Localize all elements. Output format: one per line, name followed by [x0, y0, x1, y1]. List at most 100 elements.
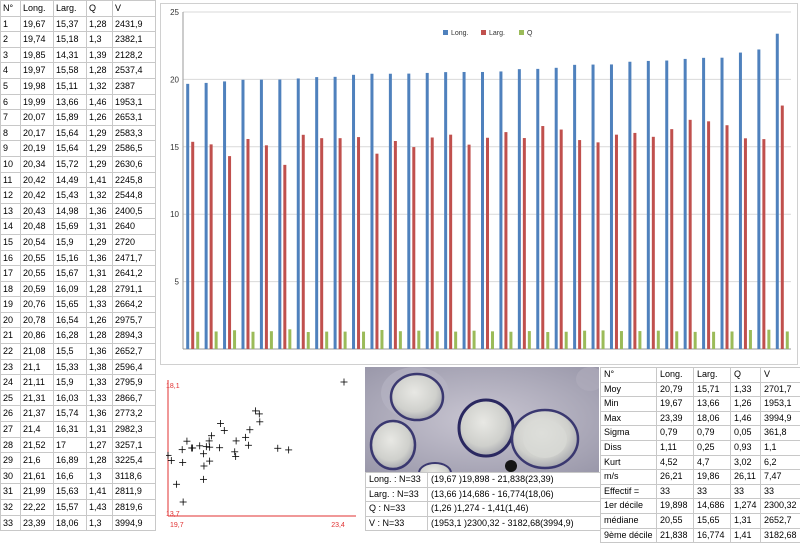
stats-cell: 33	[694, 484, 731, 499]
bar-q	[454, 332, 457, 349]
bar-long	[315, 77, 318, 349]
bar-long	[278, 80, 281, 349]
scatter-point	[232, 453, 239, 460]
measurements-cell: 1,29	[87, 141, 113, 157]
measurements-cell: 2583,3	[113, 125, 156, 141]
bar-long	[426, 73, 429, 349]
measurements-cell: 21,52	[21, 437, 54, 453]
measurements-cell: 16,54	[54, 312, 87, 328]
bar-long	[352, 75, 355, 349]
measurements-cell: 15,69	[54, 219, 87, 235]
scatter-point	[217, 420, 224, 427]
ranges-cell: Larg. : N=33	[366, 487, 428, 502]
measurements-cell: 20,19	[21, 141, 54, 157]
stats-cell: N°	[601, 368, 657, 383]
bar-long	[536, 69, 539, 349]
measurements-cell: 10	[1, 156, 21, 172]
measurements-cell: 15,64	[54, 141, 87, 157]
measurements-cell: 15,37	[54, 16, 87, 32]
measurements-cell: 2586,5	[113, 141, 156, 157]
scatter-point	[233, 437, 240, 444]
stats-cell: 0,93	[731, 440, 761, 455]
legend-swatch	[481, 30, 486, 35]
measurements-cell: 21,08	[21, 344, 54, 360]
measurements-cell: 20,17	[21, 125, 54, 141]
bar-larg	[375, 154, 378, 349]
bar-long	[334, 77, 337, 349]
measurements-cell: 13,66	[54, 94, 87, 110]
bar-q	[325, 332, 328, 349]
scatter-y-min-label: 13,7	[166, 511, 180, 518]
stats-cell: 19,86	[694, 470, 731, 485]
measurements-cell: 1,38	[87, 359, 113, 375]
measurements-cell: 2471,7	[113, 250, 156, 266]
bar-larg	[412, 147, 415, 349]
scatter-point	[246, 426, 253, 433]
bar-q	[620, 331, 623, 349]
measurements-cell: 15,57	[54, 500, 87, 516]
measurements-cell: 2544,8	[113, 188, 156, 204]
measurements-cell: 19	[1, 297, 21, 313]
stats-cell: 0,05	[731, 426, 761, 441]
stats-cell: 0,79	[657, 426, 694, 441]
measurements-cell: V	[113, 1, 156, 17]
measurements-cell: 15,18	[54, 32, 87, 48]
scatter-point	[242, 434, 249, 441]
measurements-cell: 3118,6	[113, 468, 156, 484]
measurements-cell: 2791,1	[113, 281, 156, 297]
bar-long	[389, 74, 392, 349]
measurements-cell: 16,31	[54, 422, 87, 438]
measurements-cell: 15,43	[54, 188, 87, 204]
measurements-cell: 1,43	[87, 500, 113, 516]
bar-q	[196, 332, 199, 349]
bar-q	[509, 332, 512, 349]
measurements-cell: 5	[1, 78, 21, 94]
bar-larg	[320, 138, 323, 349]
scatter-point	[183, 438, 190, 445]
measurements-cell: 20,07	[21, 110, 54, 126]
measurements-cell: 23,39	[21, 515, 54, 531]
measurements-cell: 1,28	[87, 16, 113, 32]
measurements-cell: 1,28	[87, 453, 113, 469]
stats-cell: 1,11	[657, 440, 694, 455]
stats-cell: 3182,68	[761, 528, 800, 543]
stats-cell: 16,774	[694, 528, 731, 543]
measurements-cell: 1,28	[87, 63, 113, 79]
measurements-cell: 2975,7	[113, 312, 156, 328]
stats-cell: 1,274	[731, 499, 761, 514]
bar-q	[491, 331, 494, 349]
measurements-cell: 2431,9	[113, 16, 156, 32]
measurements-cell: 2245,8	[113, 172, 156, 188]
stats-cell: 20,79	[657, 382, 694, 397]
bar-q	[602, 330, 605, 349]
bar-larg	[707, 121, 710, 349]
measurements-cell: 1,32	[87, 188, 113, 204]
stats-cell: 2652,7	[761, 513, 800, 528]
scatter-point	[221, 427, 228, 434]
bar-long	[628, 62, 631, 349]
bar-long	[647, 61, 650, 349]
bar-q	[233, 330, 236, 349]
measurements-cell: 18	[1, 281, 21, 297]
bar-larg	[578, 140, 581, 349]
bar-q	[215, 331, 218, 349]
bar-q	[399, 331, 402, 349]
stats-cell: 1953,1	[761, 397, 800, 412]
bar-q	[675, 331, 678, 349]
ranges-cell: Long. : N=33	[366, 473, 428, 488]
scatter-point	[200, 450, 207, 457]
measurements-cell: 21,61	[21, 468, 54, 484]
bar-larg	[357, 137, 360, 349]
stats-cell: 9ème décile	[601, 528, 657, 543]
measurements-cell: 2819,6	[113, 500, 156, 516]
ranges-row: Larg. : N=33(13,66 )14,686 - 16,774(18,0…	[366, 487, 601, 502]
measurements-cell: 2720	[113, 234, 156, 250]
